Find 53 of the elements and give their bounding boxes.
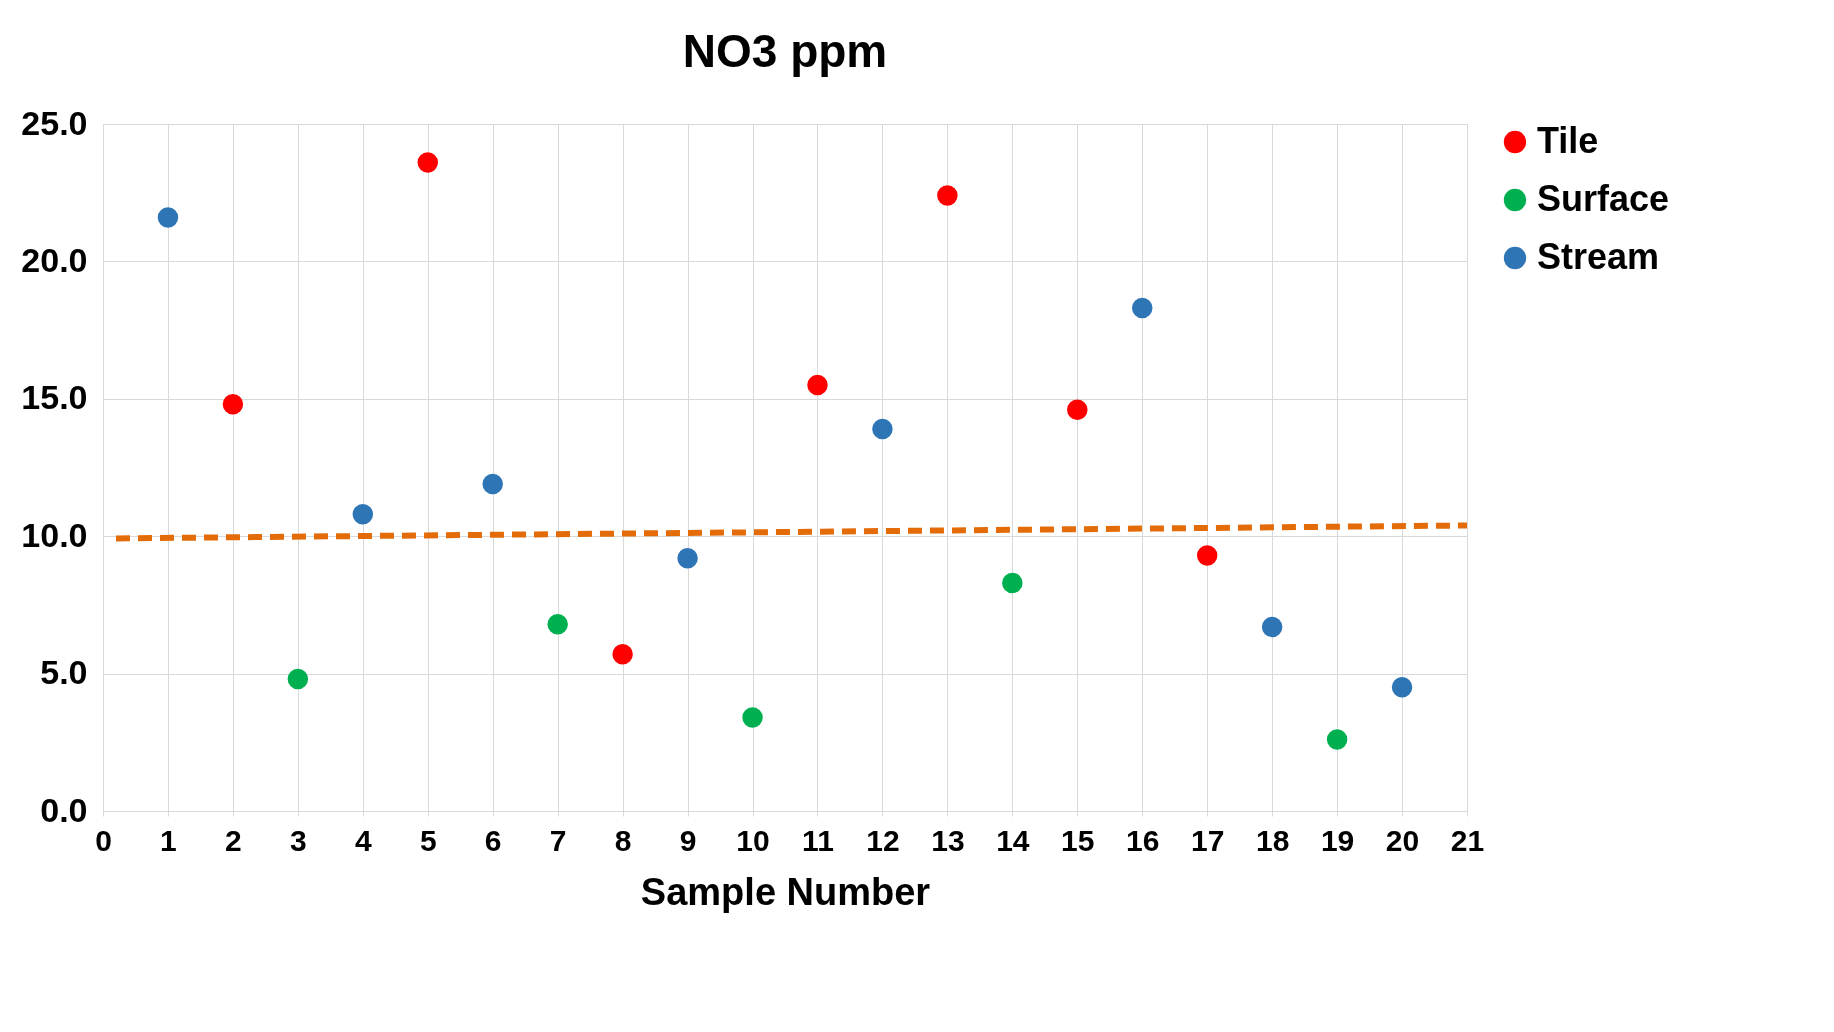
point — [222, 394, 244, 415]
chart-title: NO3 ppm — [682, 25, 888, 77]
x-tick-label: 15 — [1061, 823, 1095, 857]
point — [677, 547, 698, 569]
point — [612, 644, 633, 665]
y-tick-label: 25.0 — [21, 103, 88, 142]
y-tick-label: 10.0 — [21, 515, 88, 554]
legend-label: Stream — [1537, 236, 1660, 277]
point — [872, 418, 893, 440]
legend-label: Tile — [1537, 120, 1599, 161]
x-tick-label: 2 — [225, 823, 242, 857]
point — [547, 613, 568, 635]
point — [1261, 616, 1283, 638]
point — [1326, 729, 1348, 750]
x-tick-label: 7 — [549, 823, 567, 857]
point — [1391, 677, 1413, 698]
x-tick-label: 16 — [1126, 823, 1160, 857]
x-tick-label: 3 — [290, 823, 307, 857]
y-tick-label: 0.0 — [40, 790, 88, 829]
point — [1067, 399, 1088, 421]
point — [1131, 297, 1153, 319]
x-tick-label: 5 — [419, 823, 437, 857]
x-axis-title: Sample Number — [640, 870, 931, 913]
x-tick-label: 10 — [736, 823, 770, 857]
x-tick-label: 8 — [614, 823, 632, 857]
x-tick-label: 19 — [1320, 823, 1355, 857]
point — [937, 185, 958, 206]
x-tick-label: 9 — [679, 823, 697, 857]
point — [482, 473, 503, 495]
legend-label: Surface — [1537, 178, 1670, 219]
x-tick-label: 18 — [1255, 823, 1290, 857]
x-tick-label: 21 — [1450, 823, 1485, 857]
y-tick-label: 20.0 — [21, 240, 88, 279]
point — [417, 152, 439, 173]
point — [287, 668, 309, 690]
point — [742, 707, 763, 728]
x-tick-label: 0 — [95, 823, 112, 857]
x-tick-label: 1 — [160, 823, 177, 857]
x-tick-label: 17 — [1191, 823, 1225, 857]
x-tick-label: 11 — [802, 823, 834, 857]
point — [157, 207, 179, 228]
y-tick-label: 15.0 — [21, 378, 88, 417]
point — [1196, 545, 1218, 566]
x-tick-label: 20 — [1385, 823, 1420, 857]
x-tick-label: 13 — [931, 823, 965, 857]
y-tick-label: 5.0 — [40, 653, 88, 692]
x-tick-label: 14 — [996, 823, 1030, 857]
point — [1002, 572, 1023, 594]
point — [807, 374, 828, 396]
x-tick-label: 4 — [354, 823, 372, 857]
x-tick-label: 6 — [484, 823, 502, 857]
point — [352, 503, 374, 525]
x-tick-label: 12 — [866, 823, 900, 857]
